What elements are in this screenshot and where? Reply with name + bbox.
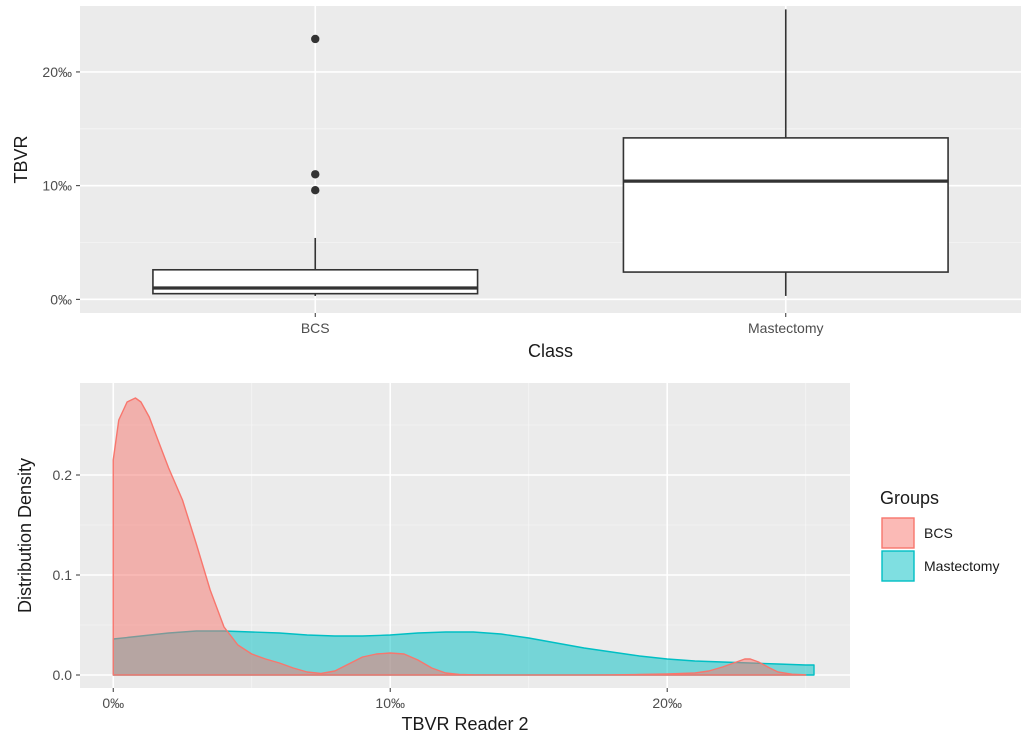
box-iqr [622, 137, 949, 273]
box-bcs [152, 34, 479, 296]
legend: Groups BCS Mastectomy [880, 488, 999, 582]
density-y-axis-title: Distribution Density [15, 458, 35, 613]
boxplot-y-tick-label: 10‰ [42, 178, 72, 194]
density-x-tick-label: 20‰ [652, 695, 682, 711]
legend-key-mastectomy [881, 550, 915, 582]
legend-label-mastectomy: Mastectomy [924, 558, 999, 574]
density-marks [112, 397, 815, 676]
outlier-point [311, 186, 320, 195]
boxplot-x-axis-title: Class [528, 341, 573, 361]
boxplot-panel: 0‰ 10‰ 20‰ BCS Mastectomy Class TBVR [11, 6, 1021, 361]
density-area-bcs [112, 397, 807, 676]
density-x-tick-label: 0‰ [102, 695, 124, 711]
legend-key-bcs [881, 517, 915, 549]
boxplot-x-tick-label: BCS [301, 320, 330, 336]
outlier-point [311, 170, 320, 179]
boxplot-y-tick-label: 20‰ [42, 64, 72, 80]
boxplot-axes: 0‰ 10‰ 20‰ BCS Mastectomy [42, 64, 823, 336]
density-y-tick-label: 0.1 [53, 567, 73, 583]
density-y-tick-label: 0.2 [53, 467, 73, 483]
boxplot-y-tick-label: 0‰ [50, 291, 72, 307]
box-iqr [152, 268, 479, 295]
boxplot-marks [152, 9, 949, 296]
box-mastectomy [622, 9, 949, 296]
boxplot-y-axis-title: TBVR [11, 135, 31, 183]
legend-label-bcs: BCS [924, 525, 953, 541]
density-x-axis-title: TBVR Reader 2 [401, 714, 528, 734]
density-panel: 0.0 0.1 0.2 0‰ 10‰ 20‰ TBVR Reader 2 Distribu… [15, 383, 999, 734]
density-axes: 0.0 0.1 0.2 0‰ 10‰ 20‰ [53, 467, 682, 711]
density-y-tick-label: 0.0 [53, 667, 73, 683]
boxplot-x-tick-label: Mastectomy [748, 320, 823, 336]
outlier-point [311, 34, 320, 44]
density-x-tick-label: 10‰ [375, 695, 405, 711]
legend-title: Groups [880, 488, 939, 508]
